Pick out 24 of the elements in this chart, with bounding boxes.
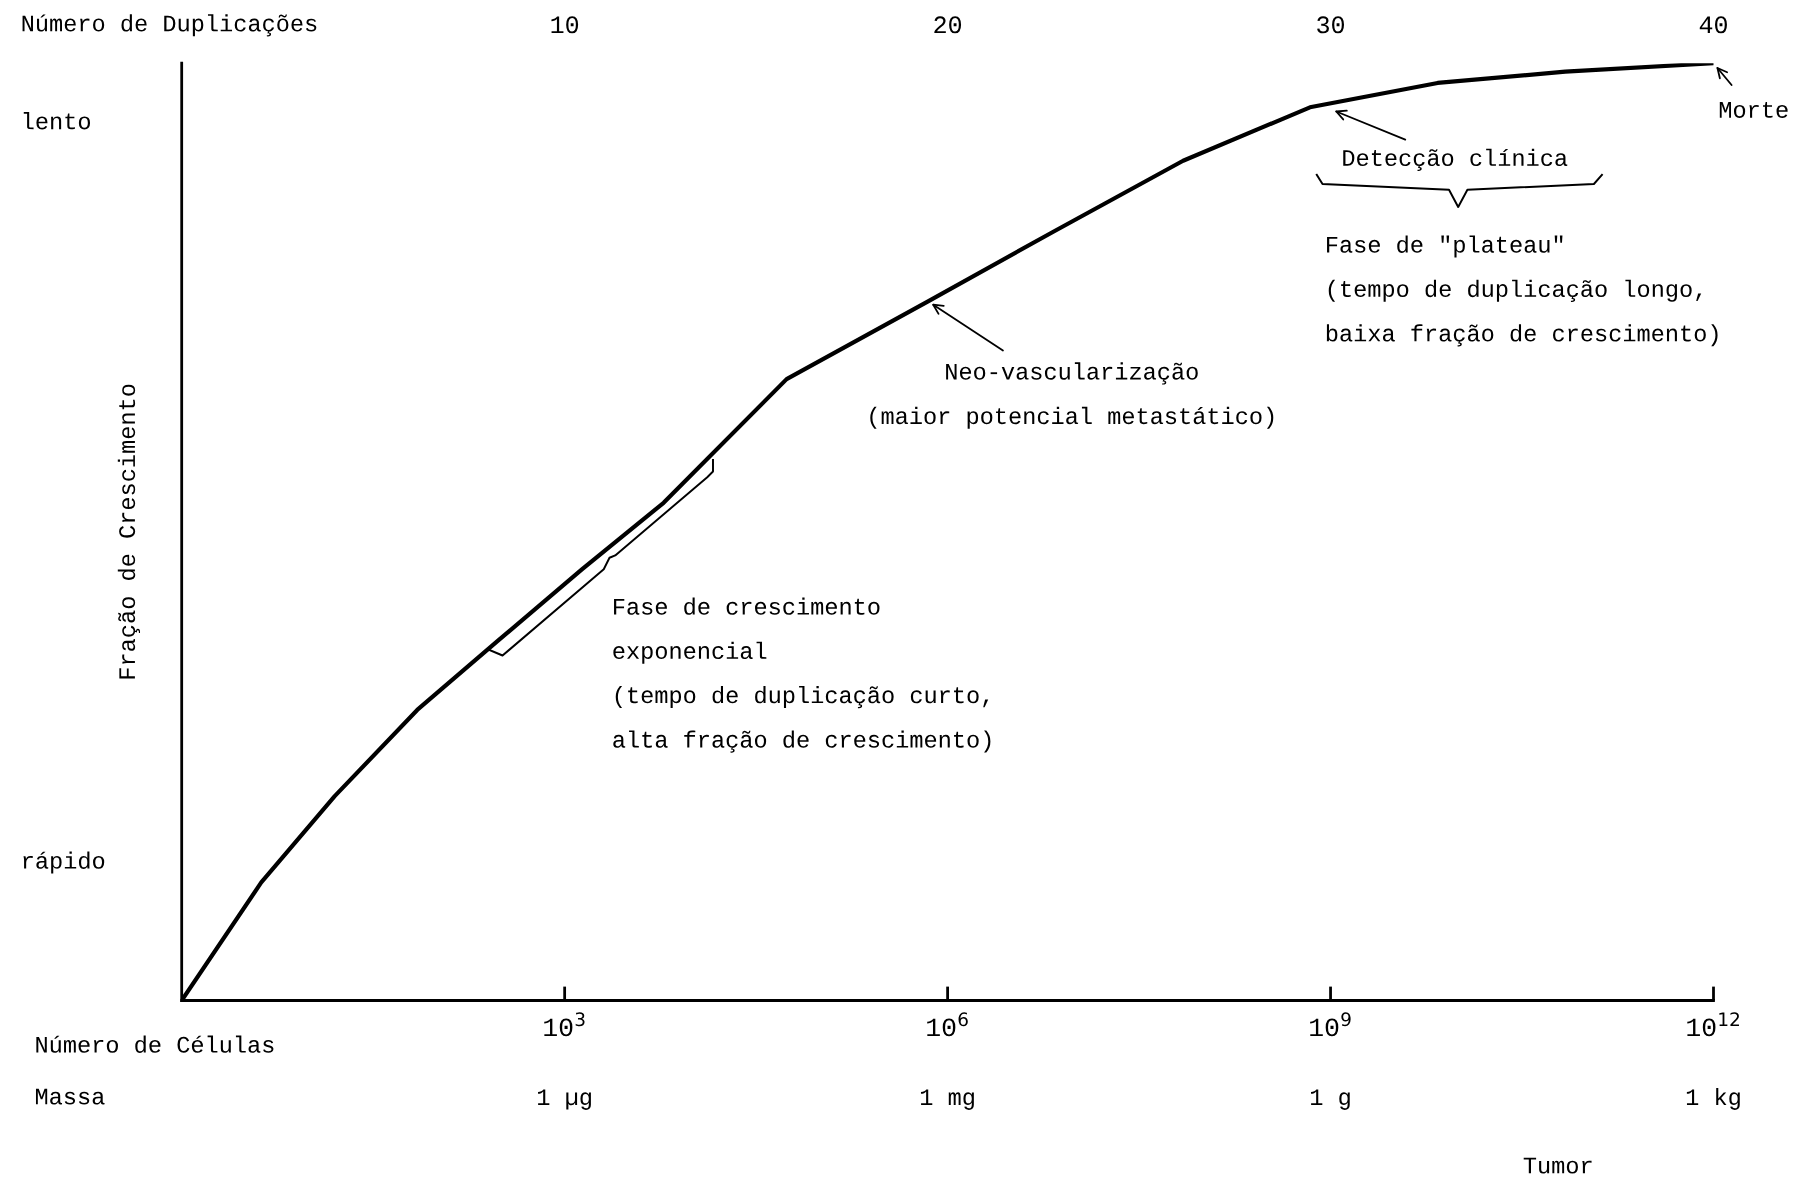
- x2-tick-label: 40: [1699, 16, 1727, 34]
- x-tick-label: 10$^{12}$: [1687, 1012, 1739, 1037]
- x-tick-label: 10$^{9}$: [1310, 1012, 1351, 1037]
- text: Massa: [35, 1088, 105, 1105]
- annotation: Neo-vascularização (maior potencial metastático): [870, 362, 1274, 429]
- text: Tumor: [1523, 1157, 1592, 1174]
- annotation: Morte: [1719, 101, 1788, 118]
- text: 1 g: [1311, 1089, 1350, 1110]
- x2-tick-label: 20: [934, 16, 962, 34]
- annotation: Detecção clínica: [1343, 148, 1568, 171]
- x-axis-title: Número de Células: [36, 1035, 274, 1053]
- text: 1 kg: [1686, 1087, 1740, 1110]
- annotation: Fase de crescimento exponencial (tempo de duplicação curto, alta fração de crescimento): [613, 597, 991, 753]
- text: 1 mg: [920, 1089, 974, 1110]
- annotation: Fase de "plateau" (tempo de duplicação longo, baixa fração de crescimento): [1326, 235, 1718, 347]
- y-axis-title: Fração de Crescimento: [117, 384, 141, 679]
- text: 1 µg: [538, 1089, 591, 1110]
- x2-tick-label: 10: [551, 16, 579, 34]
- x2-tick-label: 30: [1317, 16, 1345, 34]
- x-tick-label: 10$^{3}$: [544, 1012, 585, 1037]
- x2-axis-title: Número de Duplicações: [22, 14, 317, 37]
- x-tick-label: 10$^{6}$: [927, 1012, 968, 1037]
- text: rápido: [23, 851, 105, 874]
- text: lento: [23, 112, 91, 130]
